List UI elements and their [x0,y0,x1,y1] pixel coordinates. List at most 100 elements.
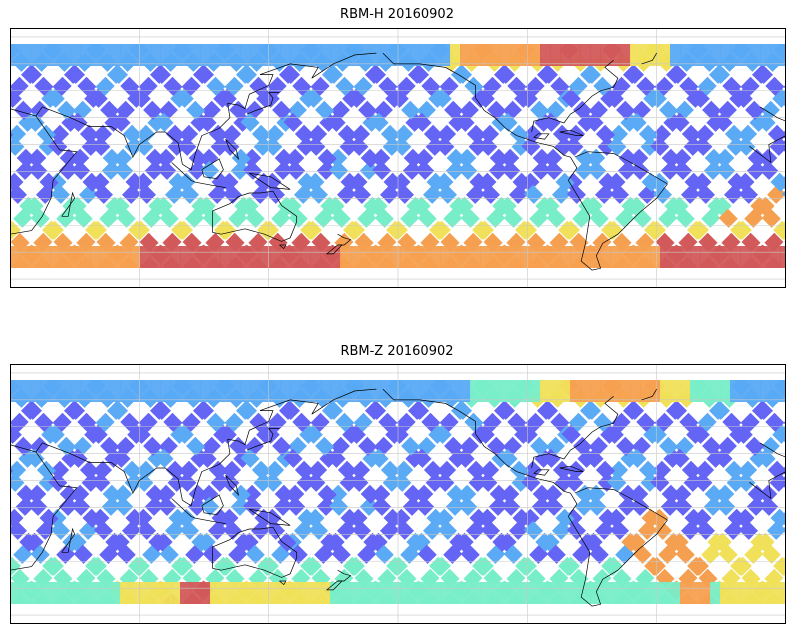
polar-band-tile [730,44,741,66]
swath-segment [243,160,263,180]
polar-band-tile [730,380,741,402]
swath-segment [394,124,414,144]
swath-segment [95,76,115,96]
swath-segment [561,88,581,108]
polar-band-tile [330,246,341,268]
polar-band-tile [460,246,471,268]
swath-segment [187,496,207,516]
swath-segment [767,460,786,480]
polar-band-tile [640,582,651,604]
polar-band-tile [570,582,581,604]
swath-segment [607,136,627,156]
polar-band-tile [310,380,321,402]
swath-segment [401,436,421,456]
swath-segment [174,88,194,108]
polar-band-tile [150,44,161,66]
swath-segment [435,136,455,156]
swath-segment [500,484,520,504]
polar-band-tile [60,44,71,66]
polar-band-tile [610,246,621,268]
swath-segment [426,172,446,192]
swath-segment [138,76,158,96]
polar-band-tile [70,582,81,604]
swath-segment [297,508,317,528]
polar-band-tile [460,380,471,402]
swath-segment [179,124,199,144]
swath-segment [340,508,360,528]
polar-band-tile [440,582,451,604]
polar-band-tile [520,380,531,402]
polar-band-tile [710,380,721,402]
swath-segment [91,472,111,492]
swath-segment [372,160,392,180]
swath-segment [661,148,681,168]
swath-segment [617,496,637,516]
polar-band-tile [40,44,51,66]
swath-segment [251,460,271,480]
polar-band-tile [280,44,291,66]
swath-segment [360,148,380,168]
swath-segment [10,520,27,540]
swath-segment [188,148,208,168]
swath-segment [10,88,22,108]
swath-segment [509,460,529,480]
polar-band-tile [290,582,301,604]
polar-band-tile [550,44,561,66]
polar-band-tile [430,582,441,604]
swath-segment [217,424,237,444]
swath-segment [616,436,636,456]
swath-segment [423,124,443,144]
swath-segment [52,76,72,96]
swath-segment [695,460,715,480]
swath-segment [145,484,165,504]
swath-segment [638,460,658,480]
swath-segment [230,160,250,180]
polar-band-tile [180,582,191,604]
polar-band-tile [420,582,431,604]
polar-band-tile [620,44,631,66]
swath-segment [601,220,621,240]
swath-segment [100,100,120,120]
polar-band-tile [210,380,221,402]
swath-segment [636,76,656,96]
polar-band-tile [360,246,371,268]
polar-band-tile [30,380,41,402]
swath-segment [337,124,357,144]
swath-segment [457,484,477,504]
swath-segment [672,484,692,504]
swath-segment [452,64,472,84]
swath-segment [432,424,452,444]
swath-segment [550,76,570,96]
polar-band-tile [450,44,461,66]
swath-segment [480,460,500,480]
polar-band-tile [210,246,221,268]
polar-band-tile [680,44,691,66]
swath-segment [403,148,423,168]
swath-segment [102,148,122,168]
polar-band-tile [380,380,391,402]
polar-band-tile [470,246,481,268]
swath-segment [353,76,373,96]
polar-band-tile [140,44,151,66]
swath-segment [740,76,760,96]
swath-segment [292,412,312,432]
polar-band-tile [170,582,181,604]
swath-segment [346,424,366,444]
swath-segment [396,76,416,96]
polar-band-tile [300,582,311,604]
swath-segment [575,148,595,168]
polar-band-tile [570,44,581,66]
polar-band-tile [780,380,786,402]
swath-segment [337,460,357,480]
swath-segment [558,556,578,576]
swath-segment [429,556,449,576]
swath-segment [738,460,758,480]
swath-segment [568,412,588,432]
swath-segment [188,484,208,504]
swath-segment [16,148,36,168]
swath-segment [57,436,77,456]
swath-segment [217,88,237,108]
swath-segment [358,436,378,456]
swath-segment [156,484,176,504]
polar-band-tile [80,246,91,268]
